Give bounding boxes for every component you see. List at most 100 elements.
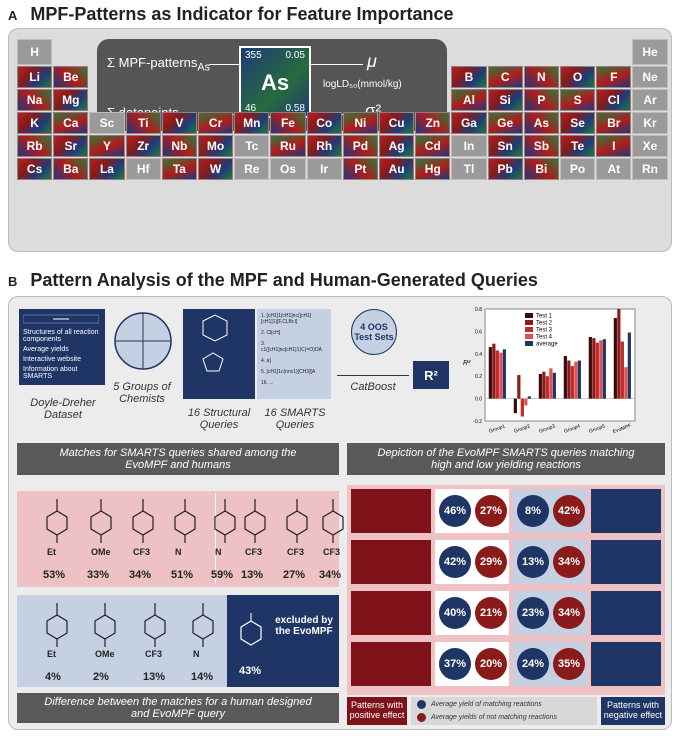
sum-patterns-text: Σ MPF-patterns (107, 55, 198, 70)
element-fe: Fe (270, 112, 306, 134)
positive-pattern-tile (351, 591, 431, 635)
sum-patterns-label: Σ MPF-patternsAs (107, 55, 210, 74)
element-s: S (560, 89, 596, 111)
smarts-item: 1. [cH1]1[cH1]nc([cH1][cH1]1)[F,Cl,Br,I] (261, 313, 312, 325)
excluded-box: excluded by the EvoMPF 43% (227, 595, 339, 687)
element-ba: Ba (53, 158, 89, 180)
element-te: Te (560, 135, 596, 157)
chloroaryl-molecule (192, 603, 214, 647)
panel-a-letter: A (8, 8, 18, 23)
bar-average (552, 372, 556, 399)
matching-yield-circle: 8% (517, 495, 549, 527)
negative-pattern-tile (591, 642, 661, 686)
bar-test-3 (495, 350, 499, 399)
substituent-label: N (175, 547, 182, 557)
element-symbol: Re (244, 162, 260, 176)
element-br: Br (596, 112, 632, 134)
element-symbol: Sr (64, 139, 78, 153)
element-cd: Cd (415, 135, 451, 157)
chloroaryl-molecule (144, 603, 166, 647)
element-h: H (17, 39, 53, 65)
chemists-circle (114, 312, 172, 370)
aryl-molecule (286, 499, 308, 543)
element-n: N (523, 66, 559, 88)
element-symbol: Se (570, 116, 585, 130)
panel-b-title: Pattern Analysis of the MPF and Human-Ge… (30, 270, 538, 290)
element-symbol: Li (29, 70, 40, 84)
y-axis-label: R² (463, 360, 471, 367)
chloroaryl-molecule (46, 603, 68, 647)
negative-pattern-tile (591, 489, 661, 533)
element-ni: Ni (342, 112, 378, 134)
match-pct: 51% (171, 569, 194, 581)
element-symbol: Ti (137, 116, 149, 130)
element-symbol: Os (279, 162, 296, 176)
bar-test-3 (595, 342, 599, 399)
substituent-label: CF3 (145, 649, 163, 659)
substituent-label: OMe (91, 547, 111, 557)
element-w: W (198, 158, 234, 180)
positive-pattern-tile (351, 489, 431, 533)
bar-test-4 (574, 361, 578, 399)
smarts-label: 16 SMARTS Queries (264, 407, 326, 431)
element-symbol: F (610, 70, 618, 84)
element-cu: Cu (379, 112, 415, 134)
element-symbol: O (572, 70, 583, 84)
substituent-label: CF3 (323, 547, 341, 557)
top-matches-box (17, 491, 339, 587)
structure-drawing (202, 314, 228, 372)
element-symbol: Rn (641, 162, 658, 176)
legend-label: Test 2 (536, 321, 553, 327)
bar-average (602, 339, 606, 399)
dataset-bullet: Structures of all reaction components (23, 329, 99, 343)
yield-legend: Average yield of matching reactions Aver… (411, 697, 597, 725)
nonmatching-yield-circle: 29% (475, 546, 507, 578)
element-symbol: Bi (535, 162, 548, 176)
dataset-bullet: Information about SMARTS (23, 366, 78, 380)
matching-yield-circle: 40% (439, 597, 471, 629)
chloropyridine-molecule (240, 613, 262, 646)
element-ge: Ge (487, 112, 523, 134)
element-mn: Mn (234, 112, 270, 134)
legend-navy-dot (417, 700, 426, 709)
y-tick-label: 0.4 (475, 352, 482, 358)
negative-pattern-tile (591, 591, 661, 635)
arrow-line-top-left (209, 64, 239, 65)
element-p: P (523, 89, 559, 111)
oos-test-sets-circle: 4 OOS Test Sets (351, 309, 397, 355)
catboost-label: CatBoost (350, 381, 396, 393)
element-symbol: Ru (279, 139, 296, 153)
element-he: He (632, 39, 668, 65)
match-pct: 33% (87, 569, 110, 581)
match-pct: 59% (211, 569, 234, 581)
element-symbol: Mg (62, 93, 80, 107)
element-symbol: Ge (497, 116, 514, 130)
matching-yield-circle: 46% (439, 495, 471, 527)
bar-test-3 (545, 376, 549, 399)
legend-swatch (525, 327, 533, 332)
bar-test-1 (488, 347, 492, 399)
element-symbol: Xe (642, 139, 658, 153)
bar-test-1 (538, 373, 542, 399)
smarts-list-box: 1. [cH1]1[cH1]nc([cH1][cH1]1)[F,Cl,Br,I]… (257, 309, 331, 399)
element-symbol: W (209, 162, 222, 176)
element-b: B (451, 66, 487, 88)
element-tc: Tc (234, 135, 270, 157)
element-symbol: Fe (280, 116, 295, 130)
element-symbol: Pb (497, 162, 513, 176)
element-cl: Cl (596, 89, 632, 111)
element-symbol: As (533, 116, 550, 130)
element-hg: Hg (415, 158, 451, 180)
element-zr: Zr (125, 135, 161, 157)
element-os: Os (270, 158, 306, 180)
match-pct: 14% (191, 671, 214, 683)
nonmatching-yield-circle: 34% (553, 597, 585, 629)
element-la: La (89, 158, 125, 180)
bar-test-2 (592, 338, 596, 399)
element-symbol: Ar (643, 93, 657, 107)
element-symbol: Sn (497, 139, 513, 153)
dataset-bullet: Average yields (23, 346, 69, 353)
nonmatching-yield-circle: 21% (475, 597, 507, 629)
element-symbol: B (464, 70, 474, 84)
element-pb: Pb (487, 158, 523, 180)
